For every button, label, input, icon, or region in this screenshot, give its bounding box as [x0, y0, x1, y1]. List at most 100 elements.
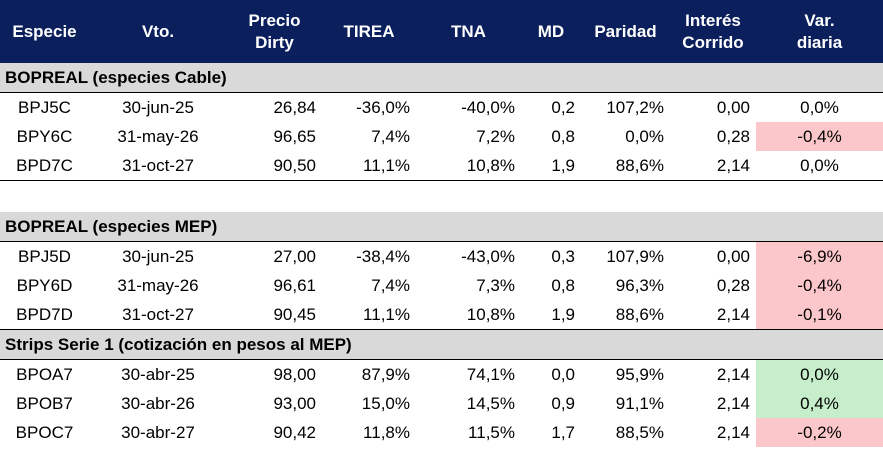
cell-md: 1,9: [521, 300, 581, 330]
cell-precio-dirty: 26,84: [273, 97, 316, 117]
section-header: BOPREAL (especies Cable): [0, 63, 883, 93]
cell-var-diaria: -6,9%: [756, 241, 883, 271]
table-row: BPY6D 31-may-26 96,61 7,4% 7,3% 0,8 96,3% 0,28-…: [0, 271, 883, 300]
cell-especie: BPJ5C: [18, 97, 71, 117]
table-row: BPY6C 31-may-26 96,65 7,4% 7,2% 0,8 0,0% 0,28 -0…: [0, 122, 883, 151]
cell-paridad: 96,3%: [615, 275, 664, 295]
cell-tirea: 87,9%: [361, 364, 410, 384]
cell-precio-dirty: 90,45: [227, 300, 322, 330]
table-body: BOPREAL (especies Cable) BPJ5C 30-jun-25 2…: [0, 63, 883, 447]
cell-tna: 14,5%: [466, 393, 515, 413]
cell-var-diaria: 0,4%: [756, 389, 883, 418]
cell-paridad: 88,6%: [581, 151, 670, 181]
table-header: Especie Vto. Precio Dirty TIREA TNA MD Pa…: [0, 0, 883, 63]
cell-tna: 7,3%: [476, 275, 515, 295]
cell-especie: BPY6C: [16, 126, 73, 146]
cell-tna: -40,0%: [461, 97, 515, 117]
cell-precio-dirty: 96,61: [273, 275, 316, 295]
cell-vto: 30-jun-25: [122, 97, 194, 117]
cell-md: 0,8: [551, 275, 575, 295]
cell-especie: BPD7D: [0, 300, 89, 330]
cell-tirea: -38,4%: [356, 246, 410, 266]
cell-var-diaria: -0,4%: [756, 122, 883, 151]
cell-especie: BPOB7: [16, 393, 73, 413]
cell-paridad: 88,5%: [615, 422, 664, 442]
cell-tna: -43,0%: [461, 246, 515, 266]
cell-interes-corrido: 0,28: [716, 275, 750, 295]
cell-tna: 10,8%: [416, 300, 521, 330]
cell-tirea: 11,8%: [363, 422, 410, 442]
cell-interes-corrido: 2,14: [716, 364, 750, 384]
cell-precio-dirty: 27,00: [273, 246, 316, 266]
cell-especie: BPOC7: [15, 422, 74, 442]
cell-vto: 31-may-26: [117, 126, 199, 146]
cell-especie: BPOA7: [16, 364, 73, 384]
header-especie: Especie: [0, 0, 89, 63]
cell-especie: BPD7C: [0, 151, 89, 181]
cell-vto: 30-abr-25: [121, 364, 195, 384]
table-row: BPOB7 30-abr-26 93,00 15,0% 14,5% 0,9 91,1% 2,1…: [0, 389, 883, 418]
cell-var-diaria: -0,2%: [756, 418, 883, 447]
cell-tna: 11,5%: [468, 422, 515, 442]
cell-interes-corrido: 0,00: [716, 97, 750, 117]
cell-interes-corrido: 2,14: [670, 300, 756, 330]
table-row: BPOC7 30-abr-27 90,42 11,8% 11,5% 1,7 88,5% 2,1…: [0, 418, 883, 447]
table-row: BPD7D 31-oct-27 90,45 11,1% 10,8% 1,9 88,6% 2,1…: [0, 300, 883, 330]
cell-paridad: 95,9%: [615, 364, 664, 384]
cell-precio-dirty: 98,00: [273, 364, 316, 384]
cell-vto: 31-oct-27: [89, 300, 227, 330]
cell-vto: 30-abr-27: [121, 422, 195, 442]
cell-var-diaria: 0,0%: [756, 359, 883, 389]
cell-tirea: 11,1%: [322, 151, 416, 181]
cell-var-diaria: -0,4%: [756, 271, 883, 300]
cell-vto: 31-may-26: [117, 275, 199, 295]
header-tna: TNA: [416, 0, 521, 63]
cell-md: 1,7: [551, 422, 575, 442]
cell-md: 0,2: [551, 97, 575, 117]
header-precio-dirty: Precio Dirty: [227, 0, 322, 63]
cell-especie: BPY6D: [16, 275, 73, 295]
cell-tirea: 15,0%: [361, 393, 410, 413]
cell-paridad: 107,2%: [606, 97, 664, 117]
cell-tna: 10,8%: [416, 151, 521, 181]
table-row: BPJ5C 30-jun-25 26,84 -36,0% -40,0% 0,2 107,2%…: [0, 92, 883, 122]
cell-md: 0,3: [551, 246, 575, 266]
header-interes-corrido: Interés Corrido: [670, 0, 756, 63]
cell-paridad: 0,0%: [625, 126, 664, 146]
cell-tirea: 11,1%: [322, 300, 416, 330]
cell-md: 1,9: [521, 151, 581, 181]
cell-precio-dirty: 96,65: [273, 126, 316, 146]
header-paridad: Paridad: [581, 0, 670, 63]
cell-interes-corrido: 0,28: [716, 126, 750, 146]
header-vto: Vto.: [89, 0, 227, 63]
cell-md: 0,8: [551, 126, 575, 146]
cell-interes-corrido: 0,00: [716, 246, 750, 266]
cell-vto: 30-jun-25: [122, 246, 194, 266]
table-row: BPD7C 31-oct-27 90,50 11,1% 10,8% 1,9 88,6% 2,1…: [0, 151, 883, 181]
cell-tna: 74,1%: [466, 364, 515, 384]
cell-tirea: 7,4%: [371, 275, 410, 295]
header-md: MD: [521, 0, 581, 63]
section-title: BOPREAL (especies Cable): [0, 63, 883, 93]
cell-tirea: 7,4%: [371, 126, 410, 146]
cell-especie: BPJ5D: [18, 246, 71, 266]
header-var-diaria: Var. diaria: [756, 0, 883, 63]
section-header: BOPREAL (especies MEP): [0, 212, 883, 242]
cell-md: 0,0: [551, 364, 575, 384]
cell-interes-corrido: 2,14: [716, 393, 750, 413]
cell-paridad: 91,1%: [615, 393, 664, 413]
table-row: BPOA7 30-abr-25 98,00 87,9% 74,1% 0,0 95,9% 2,1…: [0, 359, 883, 389]
cell-interes-corrido: 2,14: [716, 422, 750, 442]
cell-vto: 31-oct-27: [89, 151, 227, 181]
cell-var-diaria: -0,1%: [756, 300, 883, 330]
section-header: Strips Serie 1 (cotización en pesos al M…: [0, 329, 883, 360]
cell-var-diaria: 0,0%: [756, 151, 883, 181]
cell-tna: 7,2%: [476, 126, 515, 146]
cell-vto: 30-abr-26: [121, 393, 195, 413]
cell-paridad: 88,6%: [581, 300, 670, 330]
cell-tirea: -36,0%: [356, 97, 410, 117]
cell-precio-dirty: 90,50: [227, 151, 322, 181]
section-title: BOPREAL (especies MEP): [0, 212, 883, 242]
cell-md: 0,9: [551, 393, 575, 413]
